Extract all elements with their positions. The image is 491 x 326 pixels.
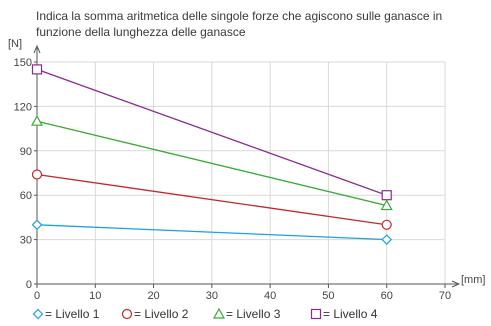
- series-group: [30, 64, 393, 245]
- series-line-4: [36, 68, 387, 196]
- legend-marker-1: [32, 308, 44, 320]
- x-axis-arrow: [451, 280, 461, 288]
- y-axis-label: [N]: [8, 38, 22, 50]
- x-tick-label: 40: [264, 290, 276, 302]
- legend: = Livello 1 = Livello 2 = Livello 3 = Livel…: [32, 307, 378, 321]
- x-tick-label: 10: [89, 290, 101, 302]
- y-axis-arrow: [33, 44, 41, 54]
- series-line-1: [36, 224, 387, 241]
- data-point-3: [30, 114, 44, 126]
- data-point-2: [381, 219, 392, 230]
- legend-marker-4: [310, 308, 322, 320]
- series-line-2: [36, 173, 387, 226]
- tick-labels: 0 30 60 90 120 150 0 10 20 30 40 50 60 70: [14, 57, 451, 302]
- x-tick-label: 30: [206, 290, 218, 302]
- y-tick-label: 150: [14, 57, 32, 69]
- data-point-4: [381, 190, 392, 201]
- series-line-3: [36, 120, 387, 207]
- chart-title: Indica la somma aritmetica delle singole…: [36, 9, 443, 39]
- legend-label-3: = Livello 3: [226, 307, 281, 321]
- y-tick-label: 90: [20, 146, 32, 158]
- legend-marker-3: [212, 307, 226, 319]
- legend-label-2: = Livello 2: [134, 307, 189, 321]
- axes: [33, 44, 461, 288]
- x-tick-label: 70: [439, 290, 451, 302]
- data-point-4: [31, 64, 43, 75]
- y-tick-label: 0: [26, 279, 32, 291]
- x-tick-label: 50: [322, 290, 334, 302]
- legend-label-4: = Livello 4: [323, 307, 378, 321]
- x-tick-label: 0: [34, 290, 40, 302]
- legend-marker-2: [121, 308, 133, 320]
- y-tick-label: 30: [20, 235, 32, 247]
- x-tick-label: 20: [147, 290, 159, 302]
- data-point-1: [31, 219, 43, 231]
- x-axis-label: [mm]: [461, 274, 485, 286]
- data-point-3: [380, 199, 393, 211]
- y-tick-label: 120: [14, 101, 32, 113]
- data-point-1: [381, 234, 393, 245]
- legend-label-1: = Livello 1: [45, 307, 100, 321]
- x-tick-label: 60: [381, 290, 393, 302]
- data-point-2: [31, 169, 43, 180]
- y-tick-label: 60: [20, 190, 32, 202]
- grid-lines: [37, 61, 446, 284]
